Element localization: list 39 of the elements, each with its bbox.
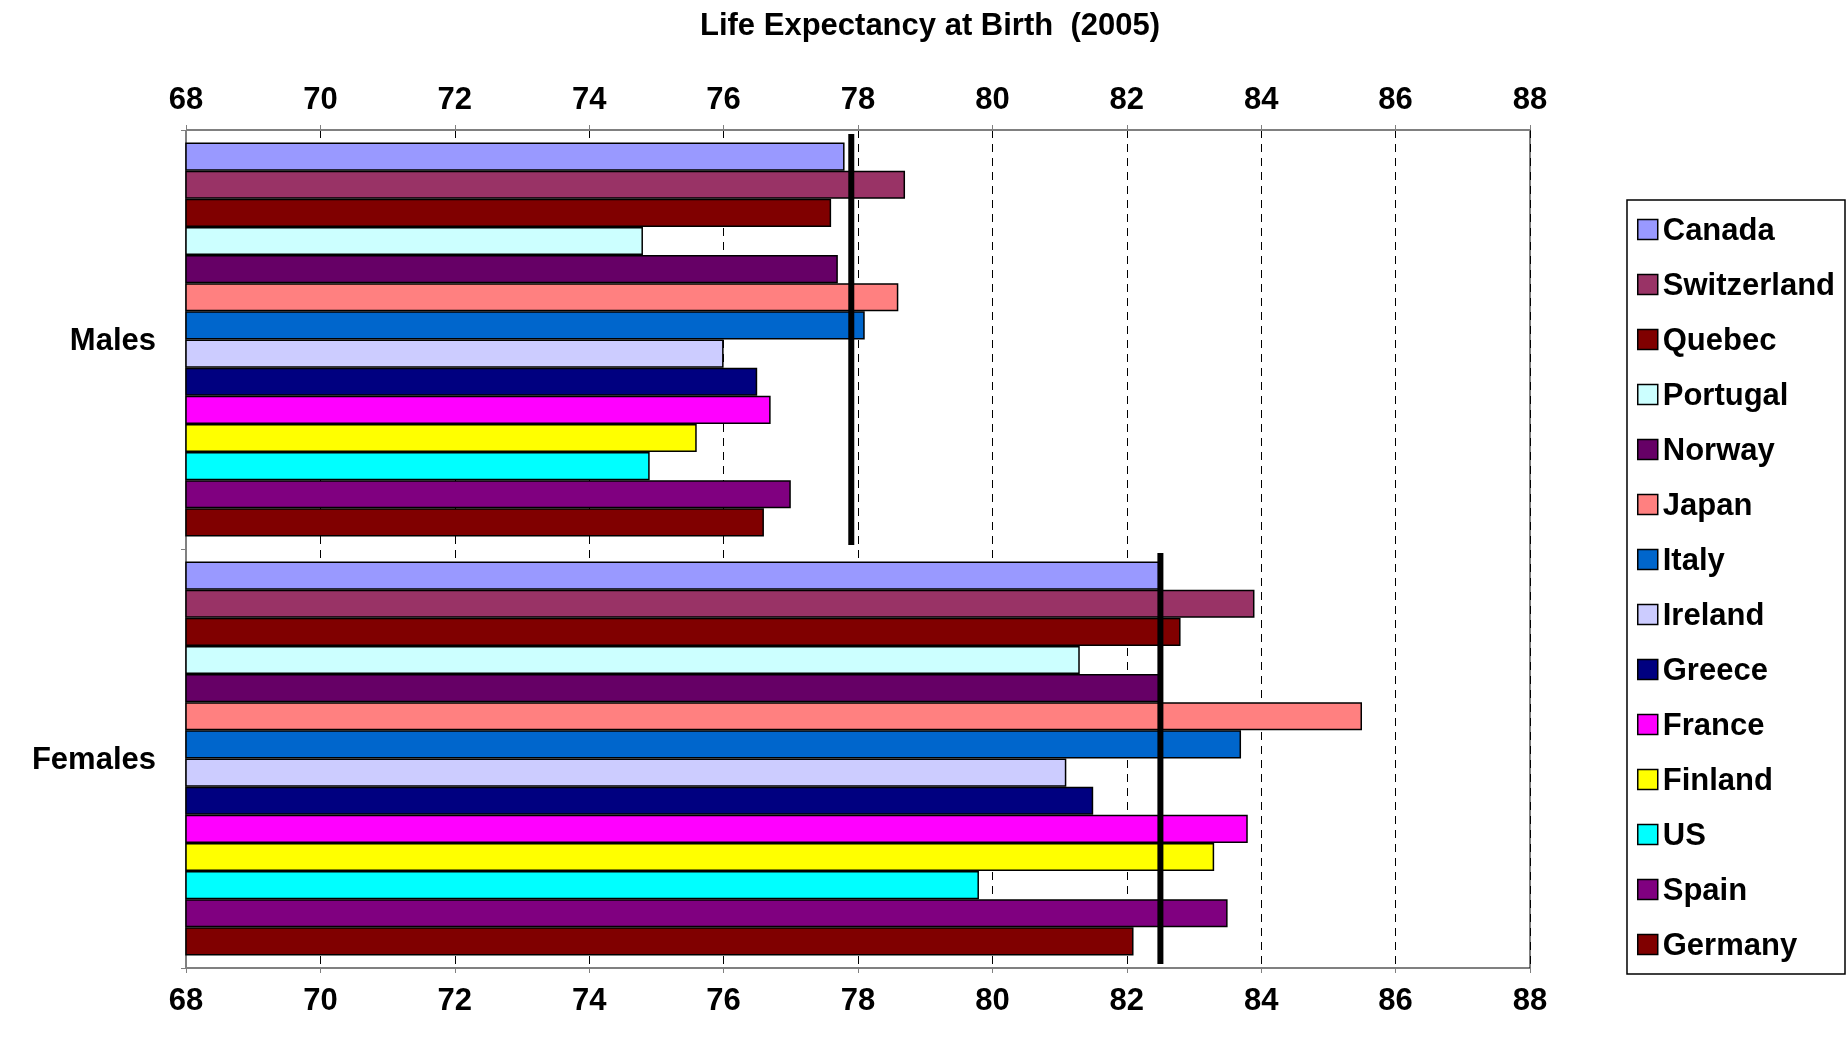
legend-label: Greece (1662, 652, 1768, 687)
x-tick-label: 70 (303, 982, 338, 1017)
x-tick-label: 88 (1512, 982, 1548, 1017)
legend-label: US (1662, 817, 1706, 852)
x2-tick-label: 72 (437, 81, 473, 116)
x2-tick-label: 82 (1109, 81, 1145, 116)
chart-title: Life Expectancy at Birth (2005) (700, 7, 1160, 42)
x2-tick-label: 88 (1512, 81, 1548, 116)
legend-label: Quebec (1662, 322, 1777, 357)
legend-label: Italy (1662, 542, 1726, 577)
legend-label: Germany (1662, 927, 1798, 962)
legend-label: Finland (1662, 762, 1773, 797)
x-tick-label: 74 (571, 982, 608, 1017)
x2-tick-label: 76 (706, 81, 741, 116)
x2-tick-label: 78 (840, 81, 876, 116)
x-tick-label: 78 (840, 982, 876, 1017)
x-tick-label: 68 (168, 982, 204, 1017)
x2-tick-label: 68 (168, 81, 204, 116)
legend-label: Norway (1662, 432, 1776, 467)
legend-label: Portugal (1662, 377, 1789, 412)
legend-label: Switzerland (1662, 267, 1836, 302)
legend-label: Canada (1662, 212, 1776, 247)
x-tick-label: 82 (1109, 982, 1145, 1017)
legend-label: France (1662, 707, 1765, 742)
x2-tick-label: 84 (1243, 81, 1280, 116)
x2-tick-label: 74 (571, 81, 608, 116)
x-tick-label: 80 (975, 982, 1010, 1017)
legend-label: Japan (1662, 487, 1753, 522)
x-tick-label: 72 (437, 982, 473, 1017)
x2-tick-label: 80 (975, 81, 1010, 116)
x2-tick-label: 86 (1378, 81, 1413, 116)
legend-label: Spain (1662, 872, 1748, 907)
y-tick-label: Females (31, 741, 156, 776)
legend-label: Ireland (1662, 597, 1765, 632)
y-tick-label: Males (69, 322, 156, 357)
x-tick-label: 76 (706, 982, 741, 1017)
x-tick-label: 86 (1378, 982, 1413, 1017)
x2-tick-label: 70 (303, 81, 338, 116)
x-tick-label: 84 (1243, 982, 1280, 1017)
